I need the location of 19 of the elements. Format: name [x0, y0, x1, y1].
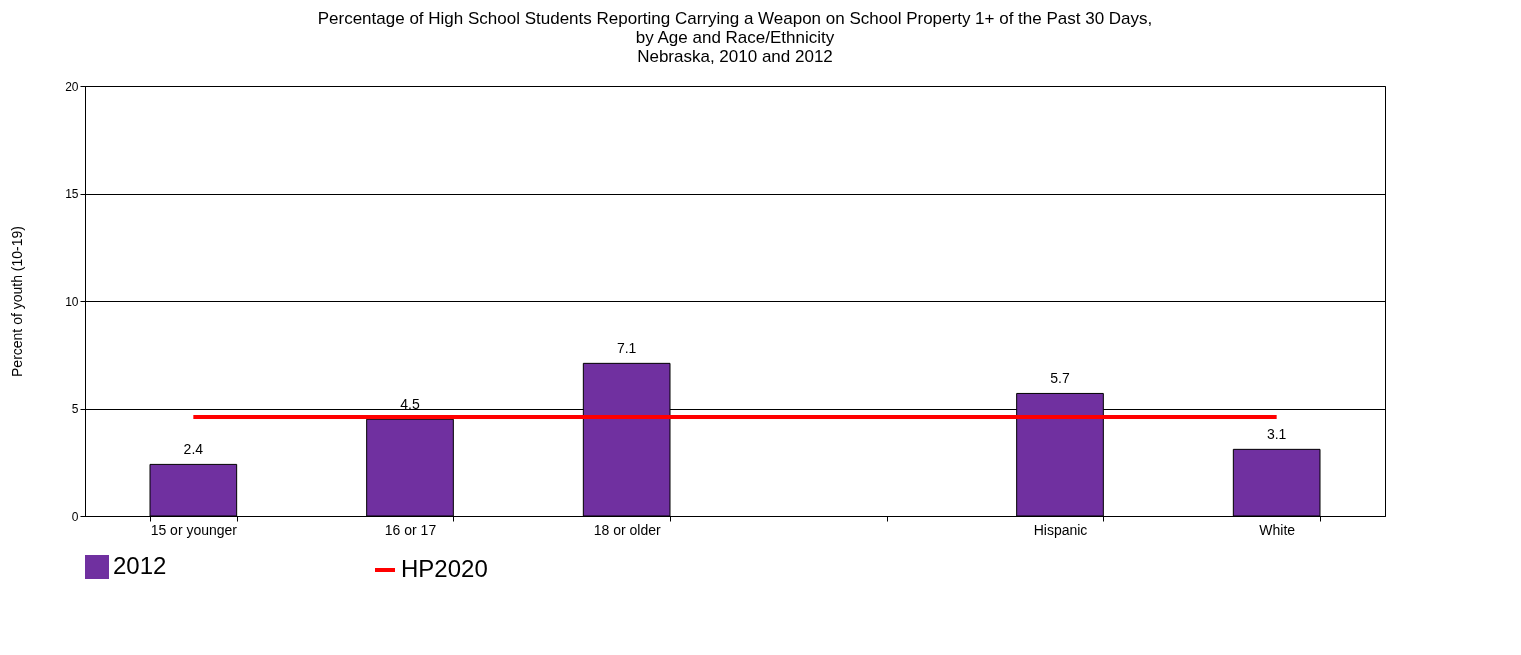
data-label: 4.5	[400, 396, 420, 413]
x-tick-label: White	[1259, 521, 1296, 538]
y-tick-label: 15	[65, 187, 79, 201]
legend-label: 2012	[113, 552, 167, 579]
y-axis-title: Percent of youth (10-19)	[9, 226, 26, 377]
y-tick-label: 10	[65, 294, 79, 309]
data-label: 3.1	[1266, 426, 1287, 443]
y-tick-label: 5	[71, 402, 79, 416]
x-tick-label: Hispanic	[1033, 521, 1088, 538]
x-tick-label: 18 or older	[593, 521, 661, 538]
chart-title: Percentage of High School Students Reporting Carrying a Weapon on School Property 1+ of the Past 30 Days, by Age and Race/Ethnicity Nebraska, 2010 and 2012	[317, 9, 1153, 66]
y-tick-label: 20	[65, 79, 79, 94]
data-label: 2.4	[183, 441, 204, 458]
data-label: 7.1	[616, 340, 637, 357]
x-tick-label: 16 or 17	[384, 521, 437, 538]
legend-label: HP2020	[401, 555, 488, 582]
y-tick-label: 0	[71, 509, 79, 524]
data-label: 5.7	[1050, 370, 1070, 387]
x-tick-label: 15 or younger	[150, 521, 238, 538]
